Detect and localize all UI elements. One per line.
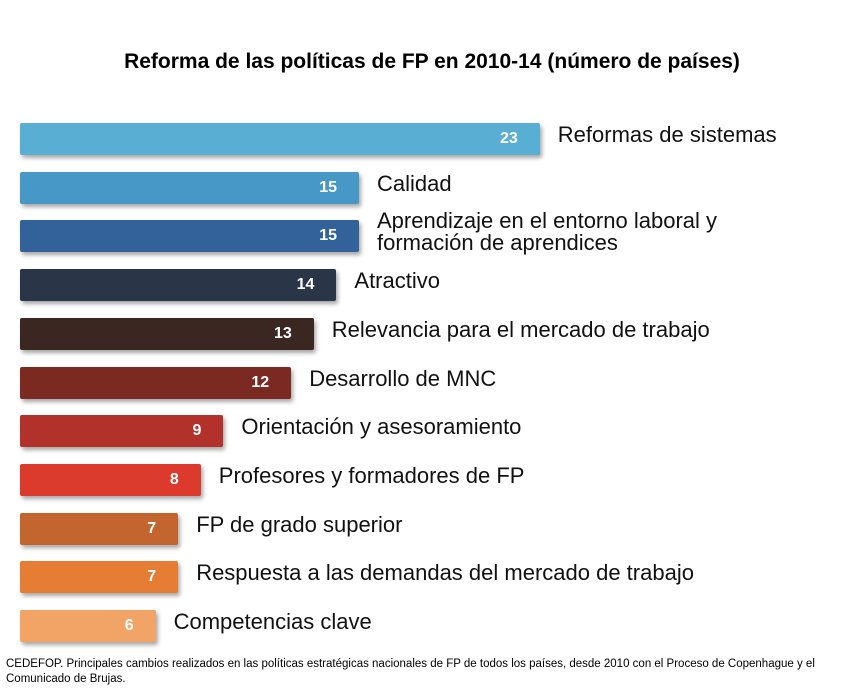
category-label: Competencias clave: [173, 609, 372, 634]
data-label: 9: [192, 422, 202, 440]
data-label: 14: [296, 276, 315, 294]
category-label: Calidad: [377, 170, 452, 196]
bar: [20, 220, 359, 253]
bar: [20, 512, 179, 545]
data-label: 15: [319, 178, 337, 196]
bar: [20, 561, 179, 594]
data-label: 13: [274, 324, 292, 342]
bar: [20, 415, 224, 448]
data-label: 15: [319, 227, 337, 245]
bar: [20, 123, 540, 155]
bar: [20, 610, 156, 642]
data-label: 6: [124, 617, 134, 634]
bar: [20, 366, 292, 399]
category-label: FP de grado superior: [196, 511, 403, 537]
bar: [20, 171, 359, 204]
category-label: Profesores y formadores de FP: [218, 462, 525, 488]
category-label: Aprendizaje en el entorno laboral y form…: [377, 208, 718, 256]
data-label: 23: [500, 130, 518, 147]
data-label: 7: [147, 568, 157, 586]
bar: [20, 269, 337, 302]
data-label: 7: [147, 519, 157, 537]
category-label: Desarrollo de MNC: [309, 365, 497, 391]
bar: [20, 317, 314, 350]
chart-title: Reforma de las políticas de FP en 2010-1…: [124, 50, 740, 73]
category-label: Relevancia para el mercado de trabajo: [331, 316, 710, 342]
source-note: CEDEFOP. Principales cambios realizados …: [6, 658, 815, 685]
data-label: 8: [169, 470, 179, 488]
category-label: Orientación y asesoramiento: [241, 414, 522, 440]
category-label: Reformas de sistemas: [557, 122, 777, 147]
category-label: Atractivo: [354, 268, 440, 294]
bar: [20, 463, 201, 496]
category-label: Respuesta a las demandas del mercado de …: [196, 560, 694, 586]
data-label: 12: [251, 373, 270, 391]
